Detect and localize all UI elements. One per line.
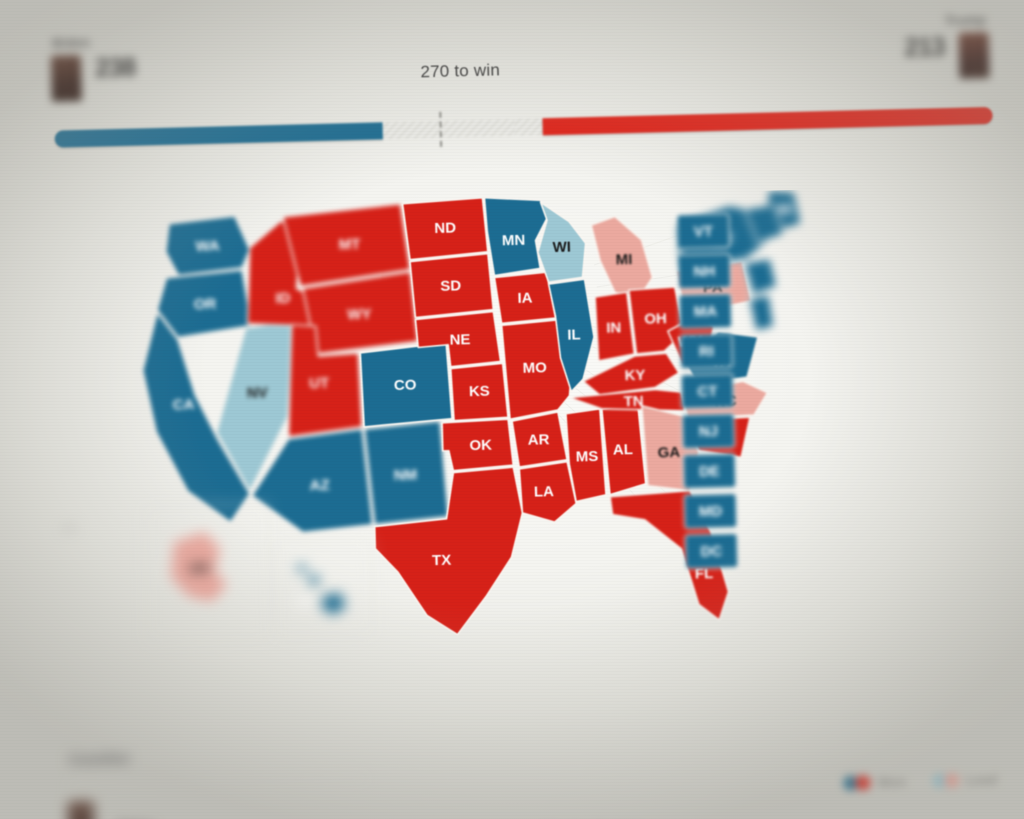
state-mass-midatlantic <box>743 257 778 296</box>
state-IL[interactable] <box>547 278 596 393</box>
state-KY[interactable] <box>582 352 680 396</box>
state-NE[interactable] <box>414 310 502 368</box>
side-box-DE[interactable]: DE <box>682 452 737 490</box>
legend-label-won: Won <box>877 774 907 790</box>
side-box-MD[interactable]: MD <box>683 492 738 530</box>
side-box-CT[interactable]: CT <box>680 372 735 410</box>
legend-items: Won Lead <box>843 772 998 791</box>
bar-segment-undecided-right <box>514 118 543 136</box>
state-AZ[interactable] <box>250 428 374 534</box>
counties-panel-divider <box>67 777 368 787</box>
side-state-boxes[interactable]: VT NH MA RI <box>676 213 739 570</box>
side-box-NJ[interactable]: NJ <box>681 412 736 450</box>
electoral-vote-bar[interactable] <box>54 106 993 148</box>
candidate-name-left: Biden <box>52 34 91 51</box>
state-CO[interactable] <box>359 341 453 428</box>
side-box-DC[interactable]: DC <box>684 532 739 570</box>
side-box-RI[interactable]: RI <box>679 333 734 370</box>
state-OR[interactable] <box>156 269 253 339</box>
bar-track <box>54 106 993 148</box>
legend-dot-republican-won <box>855 775 871 791</box>
state-CA[interactable] <box>141 310 251 525</box>
side-stub-label: AK <box>60 521 79 536</box>
state-SD[interactable] <box>409 252 495 319</box>
state-NM[interactable] <box>363 420 450 526</box>
state-AL[interactable] <box>601 403 647 496</box>
legend-dot-republican-lead <box>943 772 960 789</box>
state-UT[interactable] <box>286 323 364 438</box>
legend-dots-won <box>843 775 871 791</box>
state-ND[interactable] <box>401 197 489 261</box>
electoral-map[interactable]: WA OR CA NV ID MT <box>117 189 829 677</box>
side-box-MA[interactable]: MA <box>678 293 733 330</box>
map-inset-hawaii[interactable]: HI <box>272 538 374 638</box>
state-IA[interactable] <box>493 271 557 325</box>
counties-panel-title: Counties <box>68 749 131 768</box>
map-legend: Won Lead Electoral votes <box>541 768 1012 819</box>
state-OK[interactable] <box>441 418 515 472</box>
counties-panel[interactable]: Counties Biden <box>66 736 369 819</box>
state-LA[interactable] <box>518 460 578 523</box>
state-AK[interactable] <box>169 530 229 604</box>
threshold-marker-icon <box>438 111 442 147</box>
state-KS[interactable] <box>449 362 509 422</box>
side-box-NH[interactable]: NH <box>677 253 732 290</box>
state-mass-delmarva <box>748 293 775 332</box>
map-inset-alaska[interactable]: AK <box>143 502 273 643</box>
bar-segment-republican <box>542 106 993 136</box>
candidate-portrait-icon-counties <box>67 800 95 819</box>
state-TX[interactable] <box>373 466 525 637</box>
state-HI[interactable] <box>297 563 348 617</box>
state-mass-northeast <box>744 203 785 244</box>
state-label-HI: HI <box>297 593 312 610</box>
legend-dots-lead <box>932 772 960 789</box>
state-AR[interactable] <box>511 411 568 468</box>
candidate-name-right: Trump <box>944 12 987 29</box>
state-WI[interactable] <box>537 201 587 283</box>
bar-segment-democrat <box>54 122 384 148</box>
us-map-svg[interactable]: WA OR CA NV ID MT <box>117 189 829 677</box>
bar-segment-undecided-left <box>382 118 515 140</box>
side-box-VT[interactable]: VT <box>676 213 731 250</box>
legend-item-won: Won <box>843 774 906 791</box>
state-MS[interactable] <box>565 408 607 503</box>
state-IN[interactable] <box>594 291 636 362</box>
state-WA[interactable] <box>164 215 251 277</box>
state-MI[interactable] <box>590 215 654 299</box>
legend-item-lead: Lead <box>932 772 998 789</box>
map-group-west[interactable]: WA OR CA NV ID MT <box>139 203 450 537</box>
legend-label-lead: Lead <box>965 771 998 788</box>
win-threshold-text: 270 to win <box>420 60 501 82</box>
state-MN[interactable] <box>483 196 548 277</box>
